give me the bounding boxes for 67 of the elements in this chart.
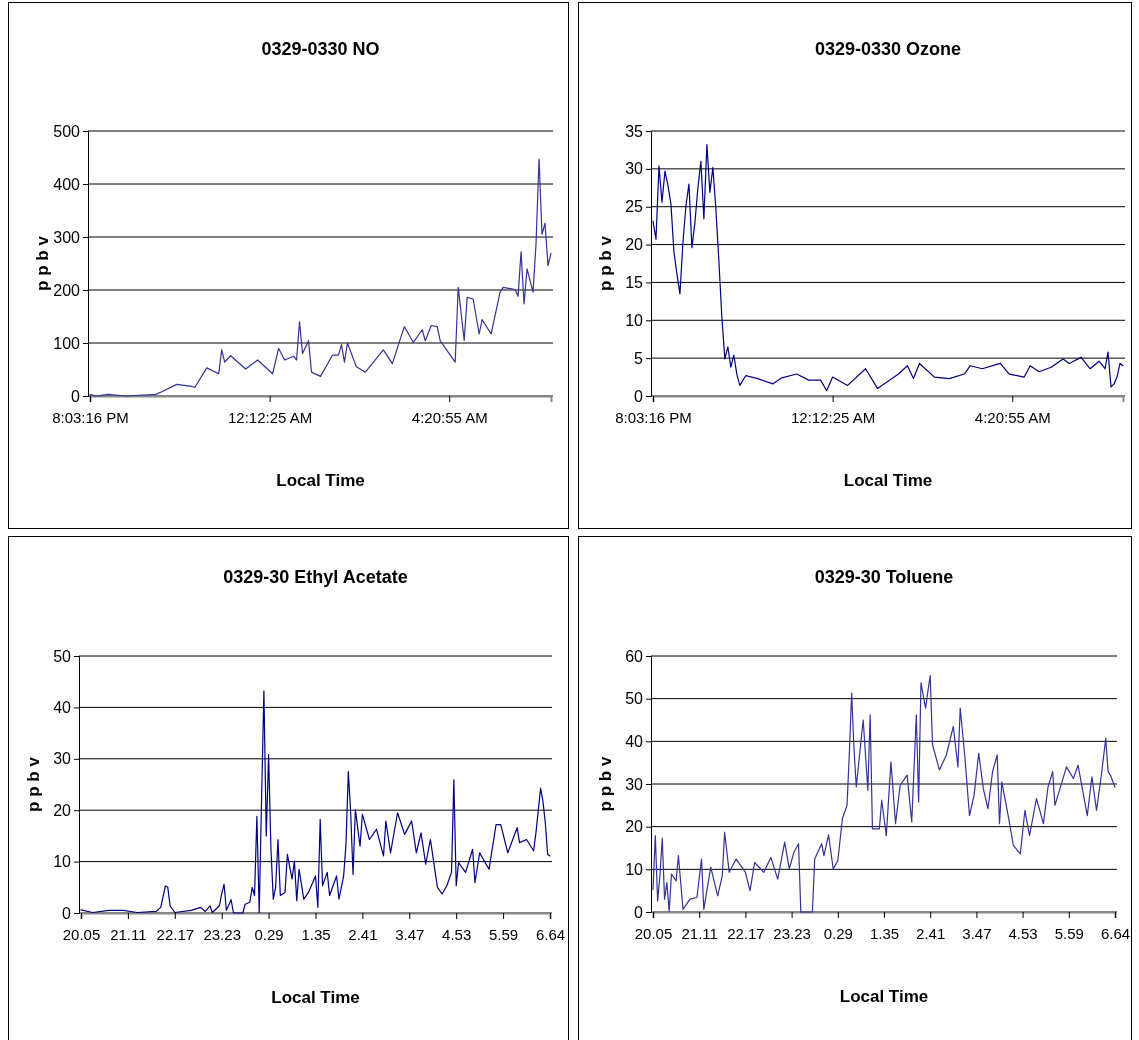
y-tick-label: 10 [625,311,644,329]
x-tick-label: 21.11 [681,925,718,942]
x-tick-label: 5.59 [1054,925,1084,942]
y-tick-label: 0 [71,387,81,405]
y-tick-label: 30 [53,750,72,768]
x-tick-label: 5.59 [489,926,519,943]
x-tick-label: 1.35 [869,925,900,942]
y-tick-label: 10 [625,860,644,878]
y-tick-label: 400 [53,175,81,193]
y-tick-label: 40 [53,699,72,717]
x-tick-label: 4.53 [1008,925,1038,942]
x-tick-label: 8:03:16 PM [615,409,692,426]
x-tick-label: 6.64 [535,926,566,943]
x-tick-label: 20.05 [62,926,101,943]
x-tick-label: 2.41 [916,925,946,942]
y-tick-label: 0 [634,387,644,405]
x-axis-title: Local Time [276,471,365,490]
y-tick-label: 100 [53,334,81,352]
x-tick-label: 8:03:16 PM [52,409,129,426]
y-axis-title: p p b v [24,756,43,812]
x-tick-label: 21.11 [110,926,147,943]
y-tick-label: 300 [53,228,81,246]
x-axis-title: Local Time [843,471,933,490]
y-tick-label: 200 [53,281,81,299]
y-tick-label: 35 [625,122,644,140]
x-tick-label: 22.17 [727,925,765,942]
y-tick-label: 20 [625,236,644,254]
x-tick-label: 3.47 [395,926,425,943]
chart-title: 0329-30 Ethyl Acetate [223,567,408,587]
y-axis-title: p p b v [596,756,615,812]
x-tick-label: 0.29 [823,925,853,942]
x-axis-title: Local Time [271,988,360,1007]
x-tick-label: 3.47 [962,925,992,942]
y-tick-label: 0 [62,904,72,922]
x-axis-title: Local Time [839,987,929,1006]
x-tick-label: 4:20:55 AM [411,409,488,426]
y-tick-label: 60 [625,647,644,665]
y-tick-label: 15 [625,274,644,292]
x-tick-label: 4:20:55 AM [974,409,1051,426]
y-tick-label: 20 [53,801,72,819]
chart-title: 0329-0330 Ozone [814,39,962,59]
x-tick-label: 6.64 [1100,925,1131,942]
x-tick-label: 0.29 [254,926,284,943]
x-tick-label: 23.23 [773,925,811,942]
y-tick-label: 40 [625,732,644,750]
chart-title: 0329-0330 NO [261,39,380,59]
y-tick-label: 50 [625,690,644,708]
y-tick-label: 25 [625,198,644,216]
y-axis-title: p p b v [596,235,615,291]
x-tick-label: 20.05 [634,925,673,942]
y-tick-label: 30 [625,160,644,178]
x-tick-label: 12:12:25 AM [791,409,876,426]
x-tick-label: 22.17 [156,926,195,943]
y-tick-label: 5 [634,349,644,367]
y-tick-label: 0 [634,903,644,921]
x-tick-label: 12:12:25 AM [227,409,313,426]
x-tick-label: 23.23 [203,926,241,943]
y-tick-label: 10 [53,853,72,871]
chart-title: 0329-30 Toluene [814,567,954,587]
x-tick-label: 4.53 [442,926,472,943]
y-axis-title: p p b v [33,235,52,291]
y-tick-label: 30 [625,775,644,793]
y-tick-label: 500 [53,122,81,140]
x-tick-label: 2.41 [348,926,378,943]
y-tick-label: 20 [625,818,644,836]
x-tick-label: 1.35 [301,926,331,943]
y-tick-label: 50 [53,647,72,665]
